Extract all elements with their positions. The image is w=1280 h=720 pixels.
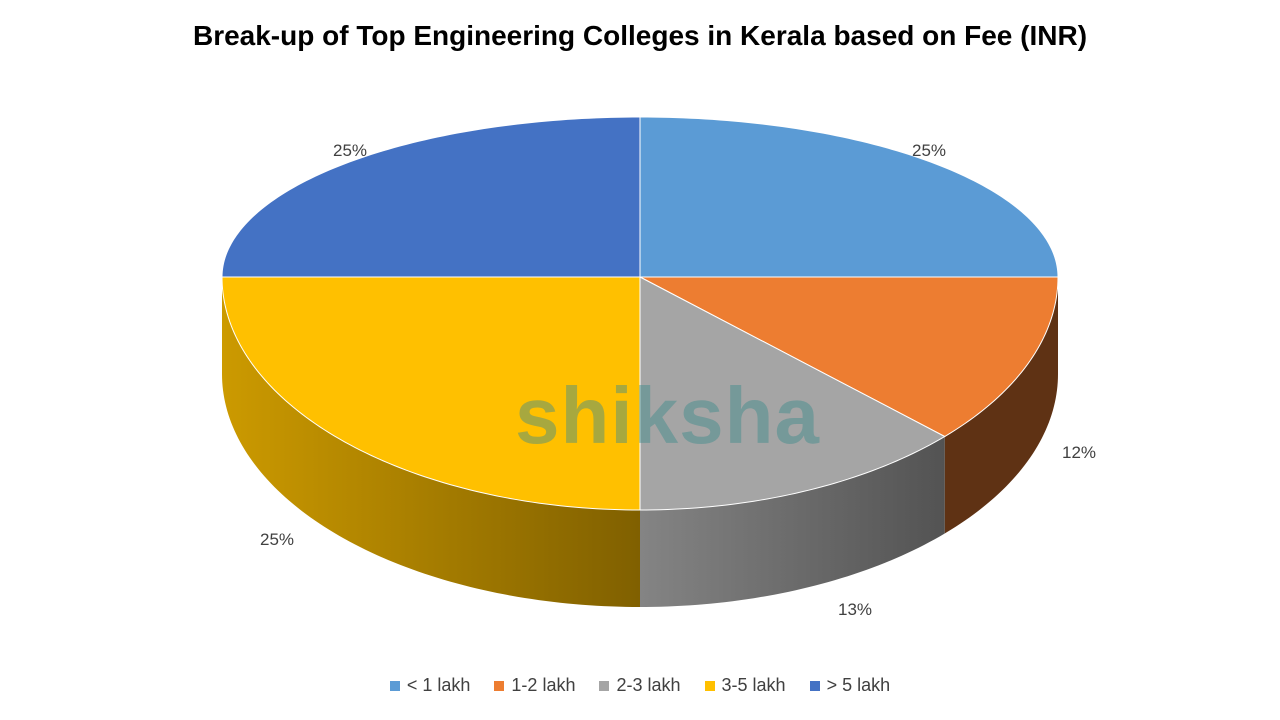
legend-item: 2-3 lakh bbox=[599, 675, 681, 696]
legend-label: > 5 lakh bbox=[826, 675, 891, 695]
data-label-2-3-lakh: 13% bbox=[838, 600, 873, 619]
legend-swatch bbox=[389, 680, 400, 691]
pie-slice-4 bbox=[221, 116, 641, 278]
pie-slice-1 bbox=[639, 276, 1059, 438]
data-label-3-5-lakh: 25% bbox=[260, 530, 295, 549]
legend-label: 2-3 lakh bbox=[616, 675, 681, 695]
legend-swatch bbox=[809, 680, 820, 691]
pie-slice-2 bbox=[639, 276, 946, 511]
legend-item: < 1 lakh bbox=[389, 675, 471, 696]
legend-swatch bbox=[599, 680, 610, 691]
legend-label: 1-2 lakh bbox=[511, 675, 576, 695]
legend: < 1 lakh 1-2 lakh 2-3 lakh 3-5 lakh > 5 … bbox=[0, 675, 1280, 696]
data-label-lt-1-lakh: 25% bbox=[912, 141, 947, 160]
legend-swatch bbox=[704, 680, 715, 691]
data-label-1-2-lakh: 12% bbox=[1062, 443, 1097, 462]
legend-item: 1-2 lakh bbox=[494, 675, 575, 696]
pie-slice-0 bbox=[639, 116, 1059, 278]
chart-title: Break-up of Top Engineering Colleges in … bbox=[192, 20, 1088, 51]
pie-slice-3 bbox=[221, 276, 641, 511]
legend-swatch bbox=[494, 680, 505, 691]
legend-label: < 1 lakh bbox=[406, 675, 471, 695]
legend-item: > 5 lakh bbox=[809, 675, 891, 696]
legend-label: 3-5 lakh bbox=[721, 675, 786, 695]
data-label-gt-5-lakh: 25% bbox=[333, 141, 368, 160]
pie-side-1 bbox=[944, 277, 1058, 534]
pie-side-3 bbox=[222, 277, 640, 607]
pie-side-2 bbox=[640, 436, 945, 607]
legend-item: 3-5 lakh bbox=[704, 675, 786, 696]
watermark-logo: shiksha bbox=[515, 371, 820, 460]
